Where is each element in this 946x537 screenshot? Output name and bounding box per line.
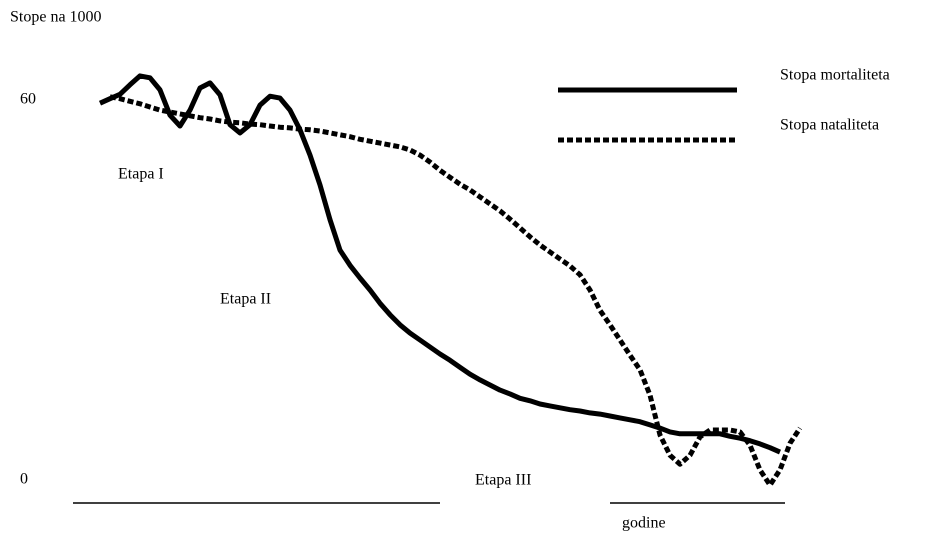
annotation: Etapa III [475, 472, 531, 489]
y-tick-label: 0 [20, 471, 28, 488]
y-axis-label: Stope na 1000 [10, 9, 102, 26]
x-axis-label: godine [622, 515, 666, 532]
legend-label: Stopa mortaliteta [780, 67, 890, 84]
series-line [109, 94, 803, 488]
annotation: Etapa II [220, 291, 271, 308]
y-tick-label: 60 [20, 91, 36, 108]
legend-label: Stopa nataliteta [780, 117, 879, 134]
series-line [98, 73, 782, 455]
annotation: Etapa I [118, 166, 164, 183]
